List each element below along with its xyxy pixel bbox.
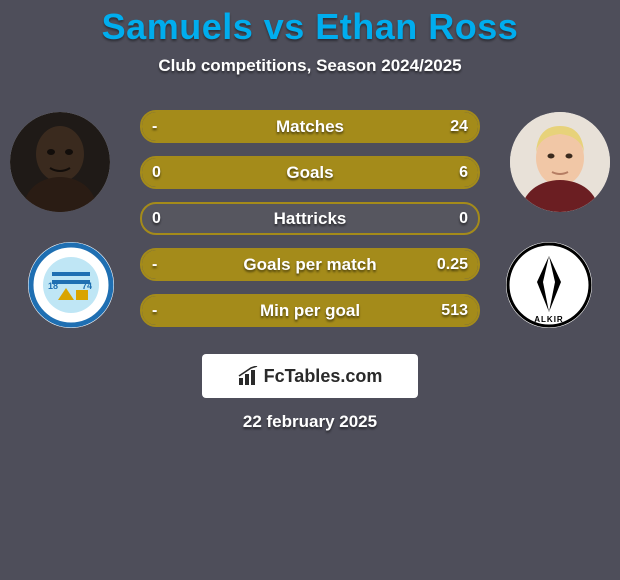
- comparison-date: 22 february 2025: [0, 412, 620, 432]
- stat-row: - Goals per match 0.25: [140, 248, 480, 281]
- club-badge-icon: 18 74: [28, 242, 114, 328]
- stat-row: 0 Hattricks 0: [140, 202, 480, 235]
- stat-label: Hattricks: [274, 209, 347, 229]
- comparison-card: Samuels vs Ethan Ross Club competitions,…: [0, 0, 620, 580]
- player-left-avatar: [10, 112, 110, 212]
- stat-value-left: -: [152, 302, 157, 320]
- svg-text:ALKIR: ALKIR: [534, 315, 563, 324]
- stat-value-right: 0.25: [437, 256, 468, 274]
- stat-value-right: 0: [459, 210, 468, 228]
- stat-value-left: -: [152, 256, 157, 274]
- brand-text: FcTables.com: [264, 366, 383, 387]
- stat-value-right: 24: [450, 118, 468, 136]
- avatar-placeholder-icon: [510, 112, 610, 212]
- page-title: Samuels vs Ethan Ross: [0, 6, 620, 48]
- player-left-club-badge: 18 74: [28, 242, 114, 328]
- stat-label: Goals: [286, 163, 333, 183]
- stat-value-right: 513: [441, 302, 468, 320]
- stat-value-left: -: [152, 118, 157, 136]
- svg-text:74: 74: [82, 281, 92, 291]
- svg-text:18: 18: [48, 281, 58, 291]
- stat-value-left: 0: [152, 210, 161, 228]
- chart-bars-icon: [238, 366, 260, 386]
- player-right-club-badge: ALKIR: [506, 242, 592, 328]
- stat-row: - Matches 24: [140, 110, 480, 143]
- club-badge-icon: ALKIR: [506, 242, 592, 328]
- player-right-avatar: [510, 112, 610, 212]
- avatar-placeholder-icon: [10, 112, 110, 212]
- brand-badge: FcTables.com: [202, 354, 418, 398]
- stat-row: 0 Goals 6: [140, 156, 480, 189]
- subtitle: Club competitions, Season 2024/2025: [0, 56, 620, 76]
- stat-value-left: 0: [152, 164, 161, 182]
- stat-label: Matches: [276, 117, 344, 137]
- stat-label: Goals per match: [243, 255, 376, 275]
- stat-value-right: 6: [459, 164, 468, 182]
- stats-list: - Matches 24 0 Goals 6 0 Hattricks 0 - Goals per m…: [140, 110, 480, 327]
- stat-label: Min per goal: [260, 301, 360, 321]
- comparison-body: 18 74 ALKIR -Matches240Goals60Hattricks0…: [0, 104, 620, 348]
- stat-row: - Min per goal 513: [140, 294, 480, 327]
